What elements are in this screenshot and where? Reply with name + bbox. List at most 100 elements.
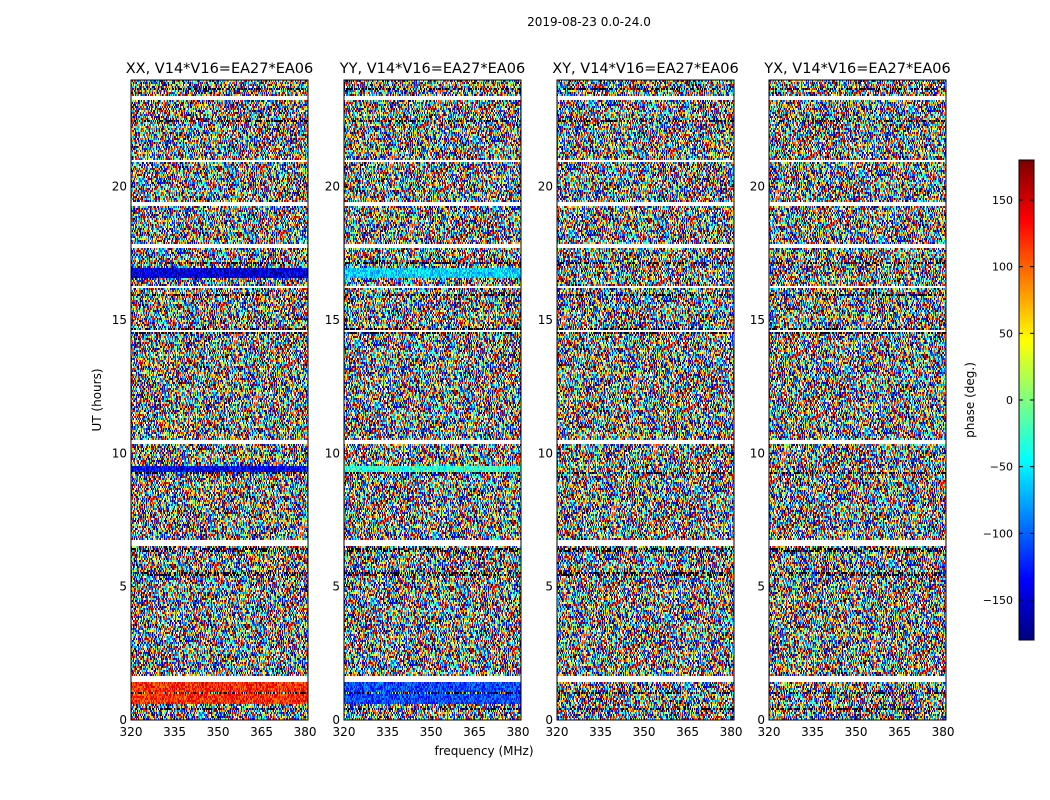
x-tick-label: 320 — [546, 725, 569, 739]
colorbar-tick: 50 — [999, 327, 1034, 340]
y-tick: 0 — [332, 713, 521, 727]
panel-yy: YY, V14*V16=EA27*EA06 320 335 350 365 380 0 5 10… — [325, 61, 530, 739]
y-tick: 15 — [750, 313, 946, 327]
colorbar-gradient — [1019, 160, 1034, 640]
x-tick: 380 — [932, 80, 955, 739]
x-tick-label: 380 — [932, 725, 955, 739]
y-tick: 5 — [119, 580, 308, 594]
colorbar-tick: −150 — [983, 594, 1034, 607]
colorbar-tick: 0 — [1006, 394, 1034, 407]
y-tick-label: 5 — [332, 580, 340, 594]
x-tick: 365 — [676, 80, 699, 739]
y-tick: 10 — [325, 446, 521, 460]
colorbar-tick: 150 — [992, 194, 1034, 207]
colorbar-tick-label: −100 — [983, 527, 1013, 540]
colorbar: −150 −100 −50 0 50 100 150 phase (deg.) — [963, 159, 1035, 641]
y-tick-label: 10 — [538, 446, 553, 460]
colorbar-tick-label: 150 — [992, 194, 1013, 207]
y-tick: 20 — [750, 180, 946, 194]
panel-title: YX, V14*V16=EA27*EA06 — [763, 61, 950, 77]
y-tick-label: 0 — [332, 713, 340, 727]
figure-suptitle: 2019-08-23 0.0-24.0 — [527, 15, 651, 29]
x-tick: 320 — [546, 80, 569, 739]
x-tick: 380 — [720, 80, 743, 739]
y-tick-label: 20 — [538, 180, 553, 194]
y-tick: 15 — [325, 313, 521, 327]
x-tick: 335 — [589, 80, 612, 739]
y-tick: 5 — [757, 580, 946, 594]
colorbar-tick-label: 50 — [999, 327, 1013, 340]
heatmap-image — [557, 80, 734, 720]
panel-title: XY, V14*V16=EA27*EA06 — [552, 61, 738, 77]
y-tick-label: 0 — [545, 713, 553, 727]
y-tick: 0 — [545, 713, 734, 727]
y-tick-label: 15 — [538, 313, 553, 327]
heatmap-image — [769, 80, 946, 720]
x-tick: 320 — [120, 80, 143, 739]
x-tick-label: 335 — [163, 725, 186, 739]
x-tick-label: 380 — [294, 725, 317, 739]
panel-frame — [768, 79, 947, 721]
x-tick-label: 320 — [120, 725, 143, 739]
colorbar-tick-label: −50 — [990, 461, 1013, 474]
y-tick-label: 0 — [757, 713, 765, 727]
y-tick-label: 20 — [325, 180, 340, 194]
panel-frame — [556, 79, 735, 721]
x-tick-label: 350 — [420, 725, 443, 739]
x-tick-label: 320 — [333, 725, 356, 739]
x-tick-label: 350 — [207, 725, 230, 739]
colorbar-label: phase (deg.) — [963, 362, 977, 438]
heatmap-image — [131, 80, 308, 720]
x-tick-label: 350 — [633, 725, 656, 739]
colorbar-tick: 100 — [992, 261, 1034, 274]
panel-frame — [343, 79, 522, 721]
y-tick-label: 5 — [119, 580, 127, 594]
x-tick: 350 — [207, 80, 230, 739]
y-tick: 10 — [112, 446, 308, 460]
x-tick: 335 — [163, 80, 186, 739]
x-tick: 350 — [845, 80, 868, 739]
y-tick: 15 — [112, 313, 308, 327]
y-tick-label: 10 — [325, 446, 340, 460]
panel-title: YY, V14*V16=EA27*EA06 — [339, 61, 525, 77]
x-tick-label: 335 — [589, 725, 612, 739]
x-tick-label: 380 — [720, 725, 743, 739]
colorbar-tick-label: 0 — [1006, 394, 1013, 407]
x-tick: 335 — [376, 80, 399, 739]
x-tick: 365 — [250, 80, 273, 739]
colorbar-tick: −50 — [990, 461, 1034, 474]
x-tick-label: 365 — [250, 725, 273, 739]
x-tick: 365 — [463, 80, 486, 739]
y-tick-label: 10 — [750, 446, 765, 460]
y-tick-label: 10 — [112, 446, 127, 460]
y-tick: 10 — [750, 446, 946, 460]
x-tick-label: 365 — [463, 725, 486, 739]
panel-frame — [130, 79, 309, 721]
x-tick: 320 — [758, 80, 781, 739]
y-tick-label: 5 — [757, 580, 765, 594]
panel-title: XX, V14*V16=EA27*EA06 — [126, 61, 314, 77]
colorbar-tick: −100 — [983, 527, 1034, 540]
x-tick-label: 380 — [507, 725, 530, 739]
y-tick-label: 15 — [112, 313, 127, 327]
colorbar-tick-label: −150 — [983, 594, 1013, 607]
x-axis-label: frequency (MHz) — [434, 744, 533, 758]
heatmap-image — [344, 80, 521, 720]
x-tick: 320 — [333, 80, 356, 739]
y-tick-label: 5 — [545, 580, 553, 594]
y-tick-label: 15 — [325, 313, 340, 327]
y-tick: 0 — [119, 713, 308, 727]
x-tick: 380 — [294, 80, 317, 739]
x-tick-label: 320 — [758, 725, 781, 739]
y-axis-label: UT (hours) — [90, 368, 104, 431]
y-tick: 20 — [112, 180, 308, 194]
y-tick-label: 20 — [750, 180, 765, 194]
y-tick: 5 — [332, 580, 521, 594]
x-tick: 350 — [420, 80, 443, 739]
y-tick-label: 0 — [119, 713, 127, 727]
panels-group: XX, V14*V16=EA27*EA06 320 335 350 365 380 0 5 10… — [112, 61, 955, 739]
panel-yx: YX, V14*V16=EA27*EA06 320 335 350 365 380 0 5 10… — [750, 61, 955, 739]
y-tick: 0 — [757, 713, 946, 727]
x-tick: 335 — [801, 80, 824, 739]
